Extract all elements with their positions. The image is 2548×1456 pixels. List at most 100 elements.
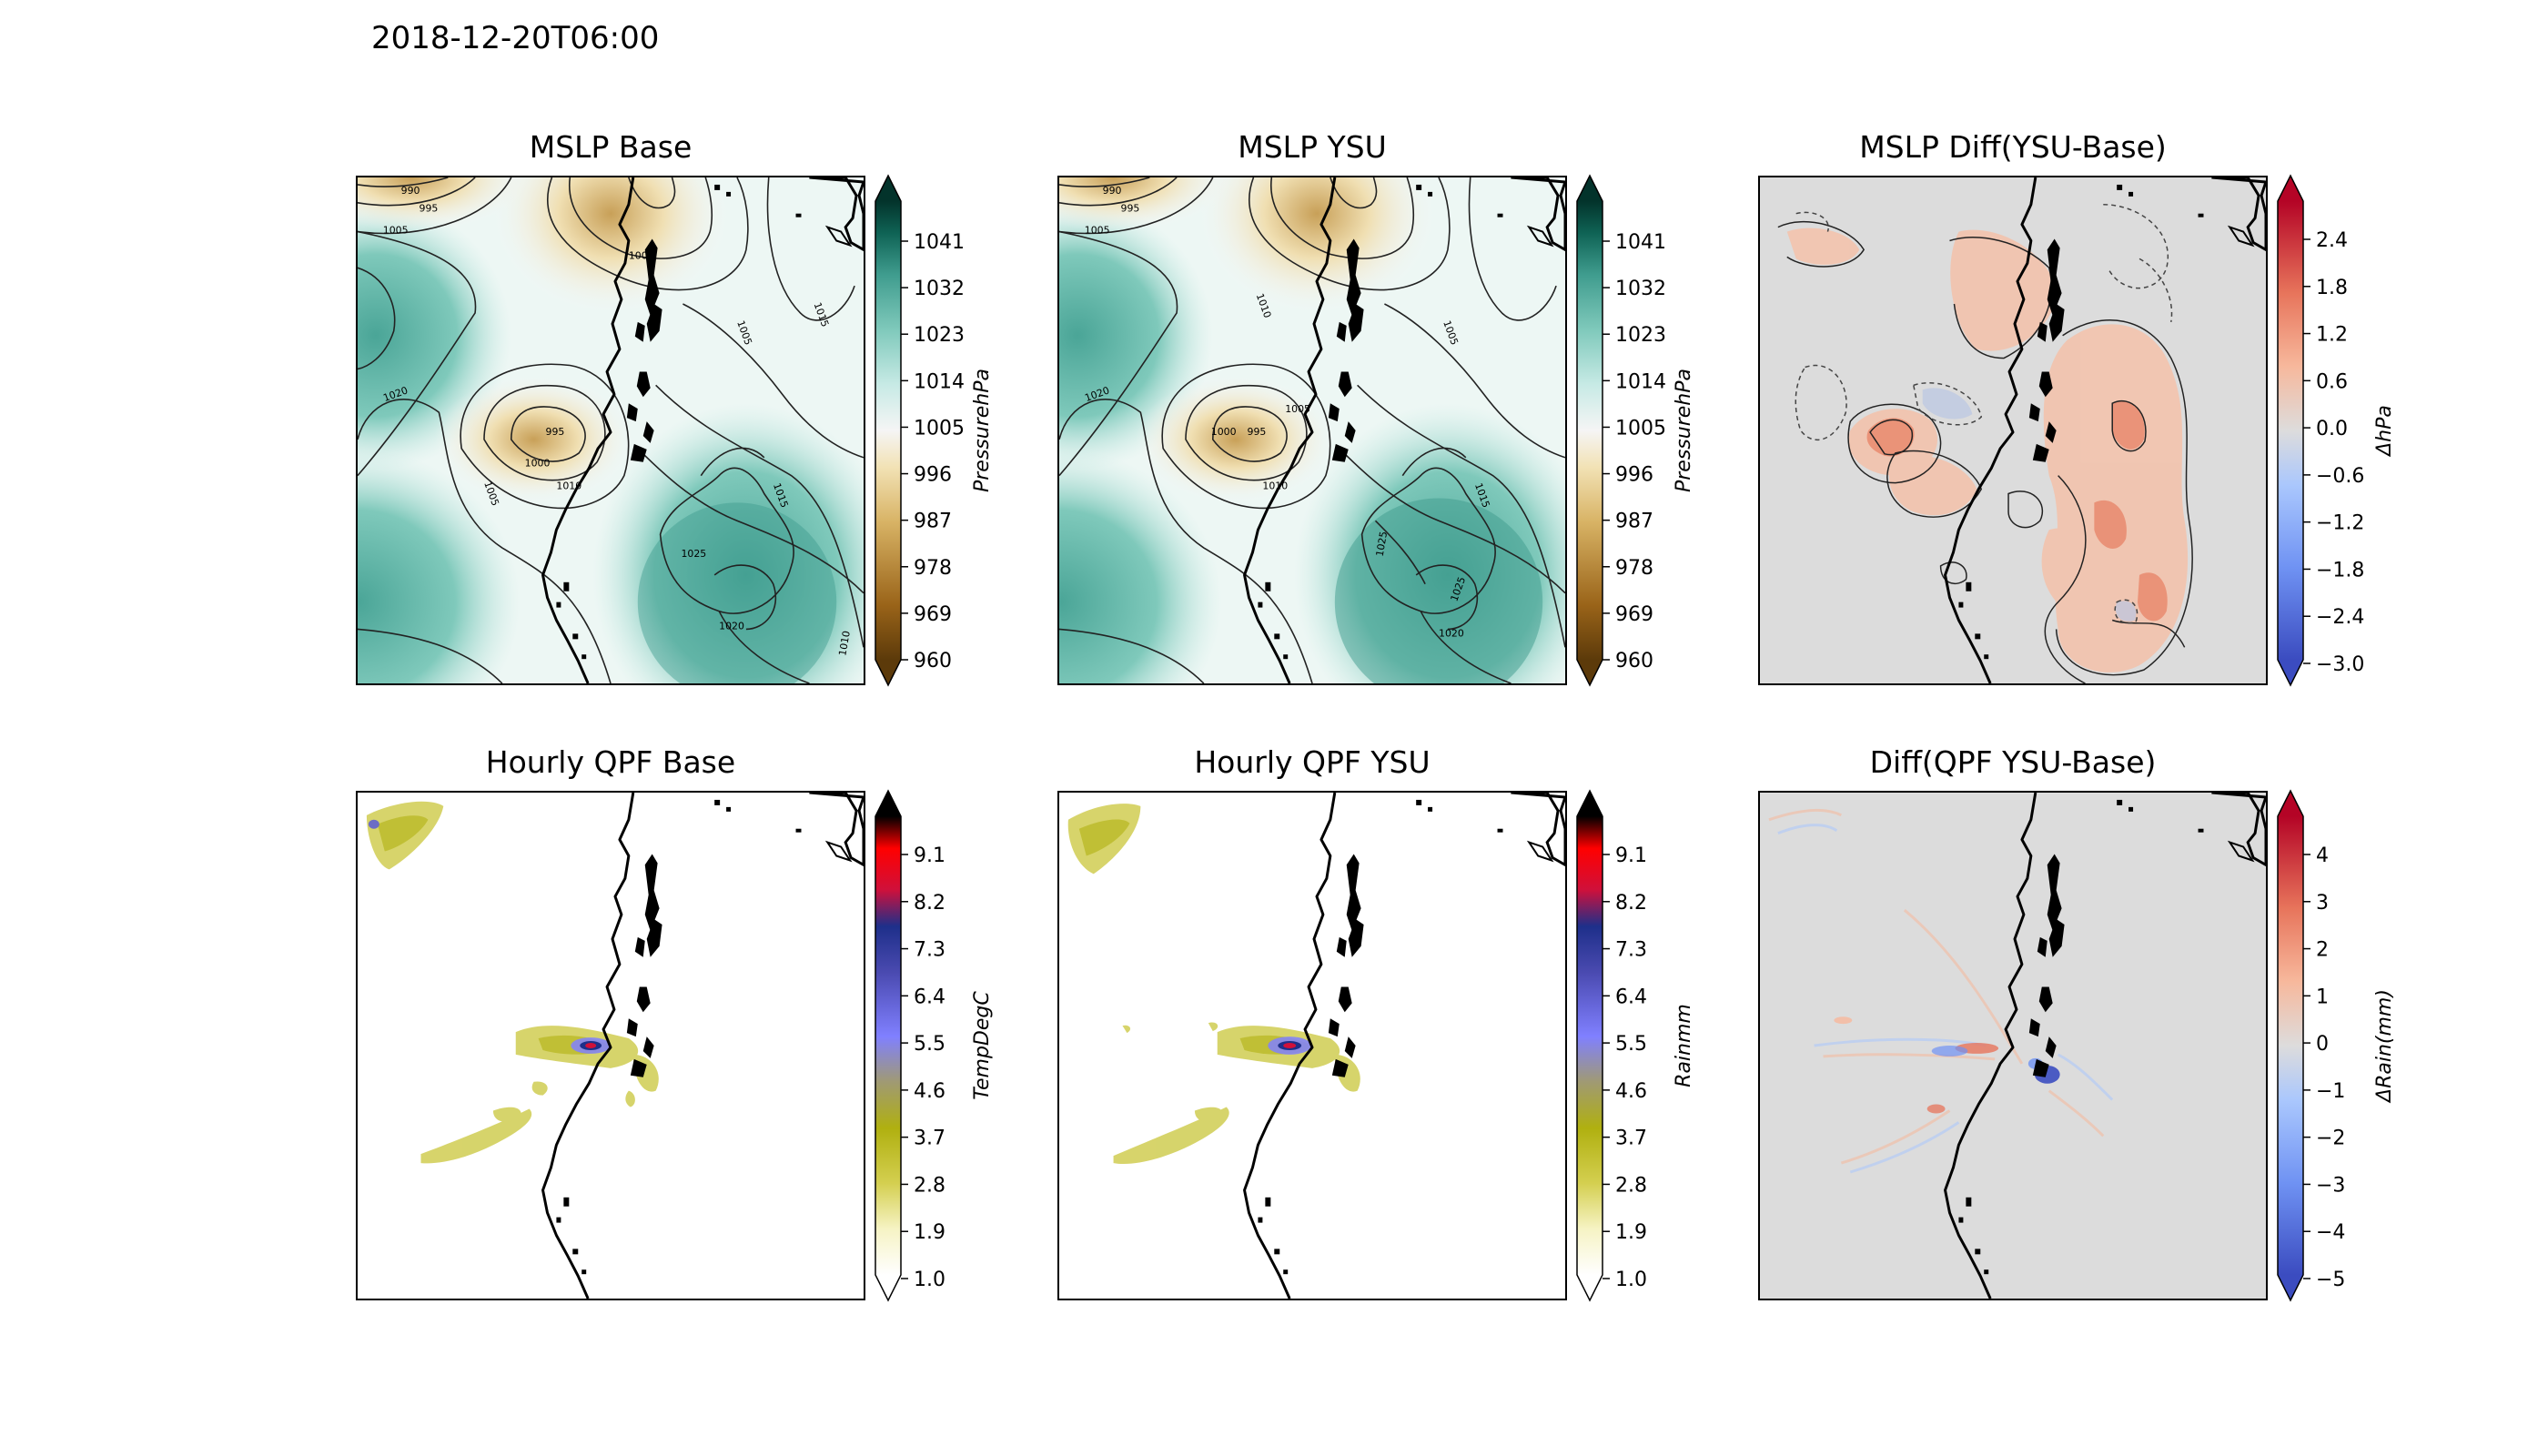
colorbar-tick: 1.2 [2303, 324, 2348, 347]
colorbar-label: ΔRain(mm) [2373, 989, 2396, 1104]
colorbar-tick-label: 0.0 [2316, 418, 2348, 440]
colorbar-tick: 996 [1603, 464, 1653, 487]
colorbar-tick: 9.1 [1603, 844, 1647, 867]
colorbar-tick-label: 1041 [914, 231, 965, 254]
colorbar-tick: 9.1 [901, 844, 945, 867]
colorbar-tick: 1023 [901, 324, 965, 347]
colorbar-tick: 1.8 [2303, 277, 2348, 299]
colorbar-tick-label: 1032 [1615, 278, 1666, 300]
svg-text:995: 995 [1121, 203, 1140, 215]
colorbar-tick: −3 [2303, 1174, 2345, 1197]
colorbar-tick: −1 [2303, 1080, 2345, 1103]
colorbar-label: Rainmm [1673, 1004, 1695, 1087]
colorbar-tick: 5.5 [901, 1033, 945, 1056]
colorbar-tick: 4.6 [901, 1080, 945, 1103]
colorbar-tick-label: 7.3 [1615, 939, 1647, 962]
colorbar-tick: 0 [2303, 1033, 2329, 1056]
colorbar-tick-label: 3.7 [914, 1127, 945, 1150]
colorbar-tick-label: −2.4 [2316, 606, 2364, 629]
colorbar-tick-label: 2 [2316, 939, 2329, 962]
colorbar-tick: 6.4 [901, 986, 945, 1008]
colorbar-tick-label: 8.2 [914, 892, 945, 915]
colorbar-qpf-base: 9.1 8.2 7.3 6.4 5.5 4.6 3.7 2.8 1.9 1.0 TempDegC [875, 791, 1003, 1300]
svg-text:990: 990 [1103, 185, 1122, 197]
svg-text:990: 990 [401, 185, 420, 197]
colorbar-tick: 1023 [1603, 324, 1666, 347]
colorbar-tick-label: −1 [2316, 1080, 2345, 1103]
svg-text:995: 995 [420, 203, 439, 215]
colorbar-tick-label: 1.0 [1615, 1269, 1647, 1291]
colorbar-tick-label: 1041 [1615, 231, 1666, 254]
colorbar-tick: 1032 [901, 278, 965, 300]
colorbar-tick: −1.2 [2303, 512, 2364, 535]
colorbar-tick: 6.4 [1603, 986, 1647, 1008]
colorbar-tick: 4.6 [1603, 1080, 1647, 1103]
colorbar-tick: 969 [1603, 603, 1653, 626]
colorbar-tick-label: −2 [2316, 1127, 2345, 1150]
colorbar-mslp-diff: 2.4 1.8 1.2 0.6 0.0 −0.6 −1.2 −1.8 −2.4 −3.0 ΔhPa [2278, 176, 2405, 685]
colorbar-tick-label: 9.1 [914, 844, 945, 867]
svg-text:1000: 1000 [1211, 426, 1237, 438]
colorbar-tick: 3 [2303, 892, 2329, 915]
svg-text:995: 995 [546, 426, 565, 438]
colorbar-tick: −2.4 [2303, 606, 2364, 629]
colorbar-tick: 1032 [1603, 278, 1666, 300]
colorbar-tick: −2 [2303, 1127, 2345, 1150]
colorbar-tick: 1.0 [1603, 1269, 1647, 1291]
colorbar-tick-label: 6.4 [1615, 986, 1647, 1008]
colorbar-tick-label: −3 [2316, 1174, 2345, 1197]
colorbar-tick-label: 4 [2316, 844, 2329, 867]
colorbar-tick-label: 1023 [1615, 324, 1666, 347]
colorbar-tick: 969 [901, 603, 952, 626]
colorbar-tick-label: 4.6 [1615, 1080, 1647, 1103]
colorbar-tick: 5.5 [1603, 1033, 1647, 1056]
colorbar-tick-label: 1023 [914, 324, 965, 347]
colorbar-tick: 987 [1603, 511, 1653, 533]
colorbar-tick: 1.9 [1603, 1221, 1647, 1244]
colorbar-tick: 3.7 [901, 1127, 945, 1150]
panel-title-mslp-base: MSLP Base [356, 129, 865, 165]
map-qpf-diff [1758, 791, 2268, 1300]
colorbar-tick: 8.2 [1603, 892, 1647, 915]
colorbar-tick-label: 1005 [914, 417, 965, 440]
colorbar-tick: 3.7 [1603, 1127, 1647, 1150]
map-mslp-ysu: 990 995 1005 1010 1020 995 1000 1005 1010 10… [1057, 176, 1567, 685]
colorbar-tick-label: 978 [1615, 557, 1653, 580]
colorbar-tick: 7.3 [1603, 939, 1647, 962]
colorbar-tick: 4 [2303, 844, 2329, 867]
colorbar-tick-label: 2.8 [914, 1174, 945, 1197]
colorbar-tick-label: 1.9 [914, 1221, 945, 1244]
colorbar-tick: 1041 [901, 231, 965, 254]
colorbar-tick: −4 [2303, 1221, 2345, 1244]
figure-suptitle: 2018-12-20T06:00 [371, 20, 659, 56]
colorbar-tick-label: 1.8 [2316, 277, 2348, 299]
colorbar-tick: −3.0 [2303, 653, 2364, 676]
colorbar-tick-label: 5.5 [1615, 1033, 1647, 1056]
panel-title-qpf-base: Hourly QPF Base [356, 744, 865, 780]
colorbar-tick-label: 3.7 [1615, 1127, 1647, 1150]
colorbar-tick: −0.6 [2303, 465, 2364, 488]
colorbar-tick: 978 [1603, 557, 1653, 580]
colorbar-tick-label: 987 [1615, 511, 1653, 533]
colorbar-tick: −1.8 [2303, 559, 2364, 581]
colorbar-tick: 1041 [1603, 231, 1666, 254]
colorbar-mslp-base: 1041 1032 1023 1014 1005 996 987 978 969 960 Pres… [875, 176, 1003, 685]
svg-text:1005: 1005 [1085, 225, 1110, 237]
colorbar-tick: 1014 [901, 370, 965, 393]
colorbar-tick-label: 0 [2316, 1033, 2329, 1056]
svg-text:1010: 1010 [1262, 480, 1288, 492]
colorbar-tick-label: 1 [2316, 986, 2329, 1008]
colorbar-tick-label: 1.9 [1615, 1221, 1647, 1244]
colorbar-label: PressurehPa [1673, 369, 1695, 492]
colorbar-tick: 1.0 [901, 1269, 945, 1291]
colorbar-tick: 960 [1603, 650, 1653, 672]
colorbar-tick-label: 6.4 [914, 986, 945, 1008]
colorbar-tick: 2.4 [2303, 229, 2348, 252]
colorbar-tick: 978 [901, 557, 952, 580]
colorbar-tick: 1.9 [901, 1221, 945, 1244]
colorbar-tick-label: −3.0 [2316, 653, 2364, 676]
colorbar-qpf-ysu: 9.1 8.2 7.3 6.4 5.5 4.6 3.7 2.8 1.9 1.0 Rainmm [1577, 791, 1704, 1300]
colorbar-tick-label: 1.2 [2316, 324, 2348, 347]
colorbar-tick-label: 7.3 [914, 939, 945, 962]
colorbar-tick-label: −0.6 [2316, 465, 2364, 488]
